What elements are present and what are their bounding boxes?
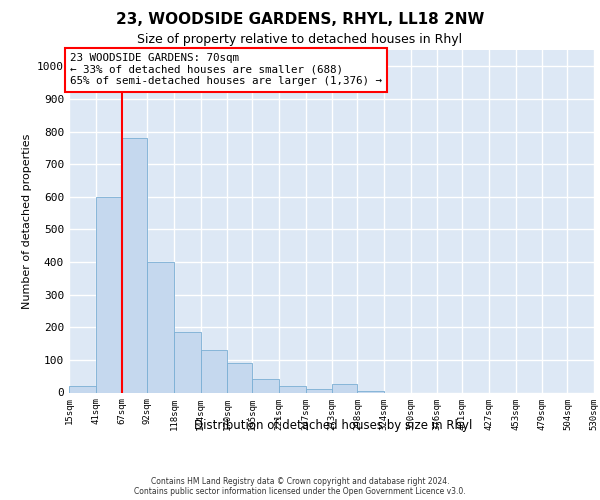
Text: Contains HM Land Registry data © Crown copyright and database right 2024.
Contai: Contains HM Land Registry data © Crown c… (134, 476, 466, 496)
Bar (69, 386, 95, 392)
Bar (305, 389, 332, 392)
Bar (122, 138, 148, 392)
Bar (200, 350, 227, 393)
Bar (227, 363, 253, 392)
Text: Distribution of detached houses by size in Rhyl: Distribution of detached houses by size … (194, 420, 472, 432)
Bar (253, 380, 279, 392)
Bar (174, 332, 200, 392)
Bar (148, 262, 174, 392)
Text: Size of property relative to detached houses in Rhyl: Size of property relative to detached ho… (137, 32, 463, 46)
Bar (332, 384, 358, 392)
Text: 23, WOODSIDE GARDENS, RHYL, LL18 2NW: 23, WOODSIDE GARDENS, RHYL, LL18 2NW (116, 12, 484, 28)
Text: 23 WOODSIDE GARDENS: 70sqm
← 33% of detached houses are smaller (688)
65% of sem: 23 WOODSIDE GARDENS: 70sqm ← 33% of deta… (70, 54, 382, 86)
Bar (279, 386, 305, 392)
Bar (95, 197, 122, 392)
Bar (358, 391, 384, 392)
Y-axis label: Number of detached properties: Number of detached properties (22, 134, 32, 309)
